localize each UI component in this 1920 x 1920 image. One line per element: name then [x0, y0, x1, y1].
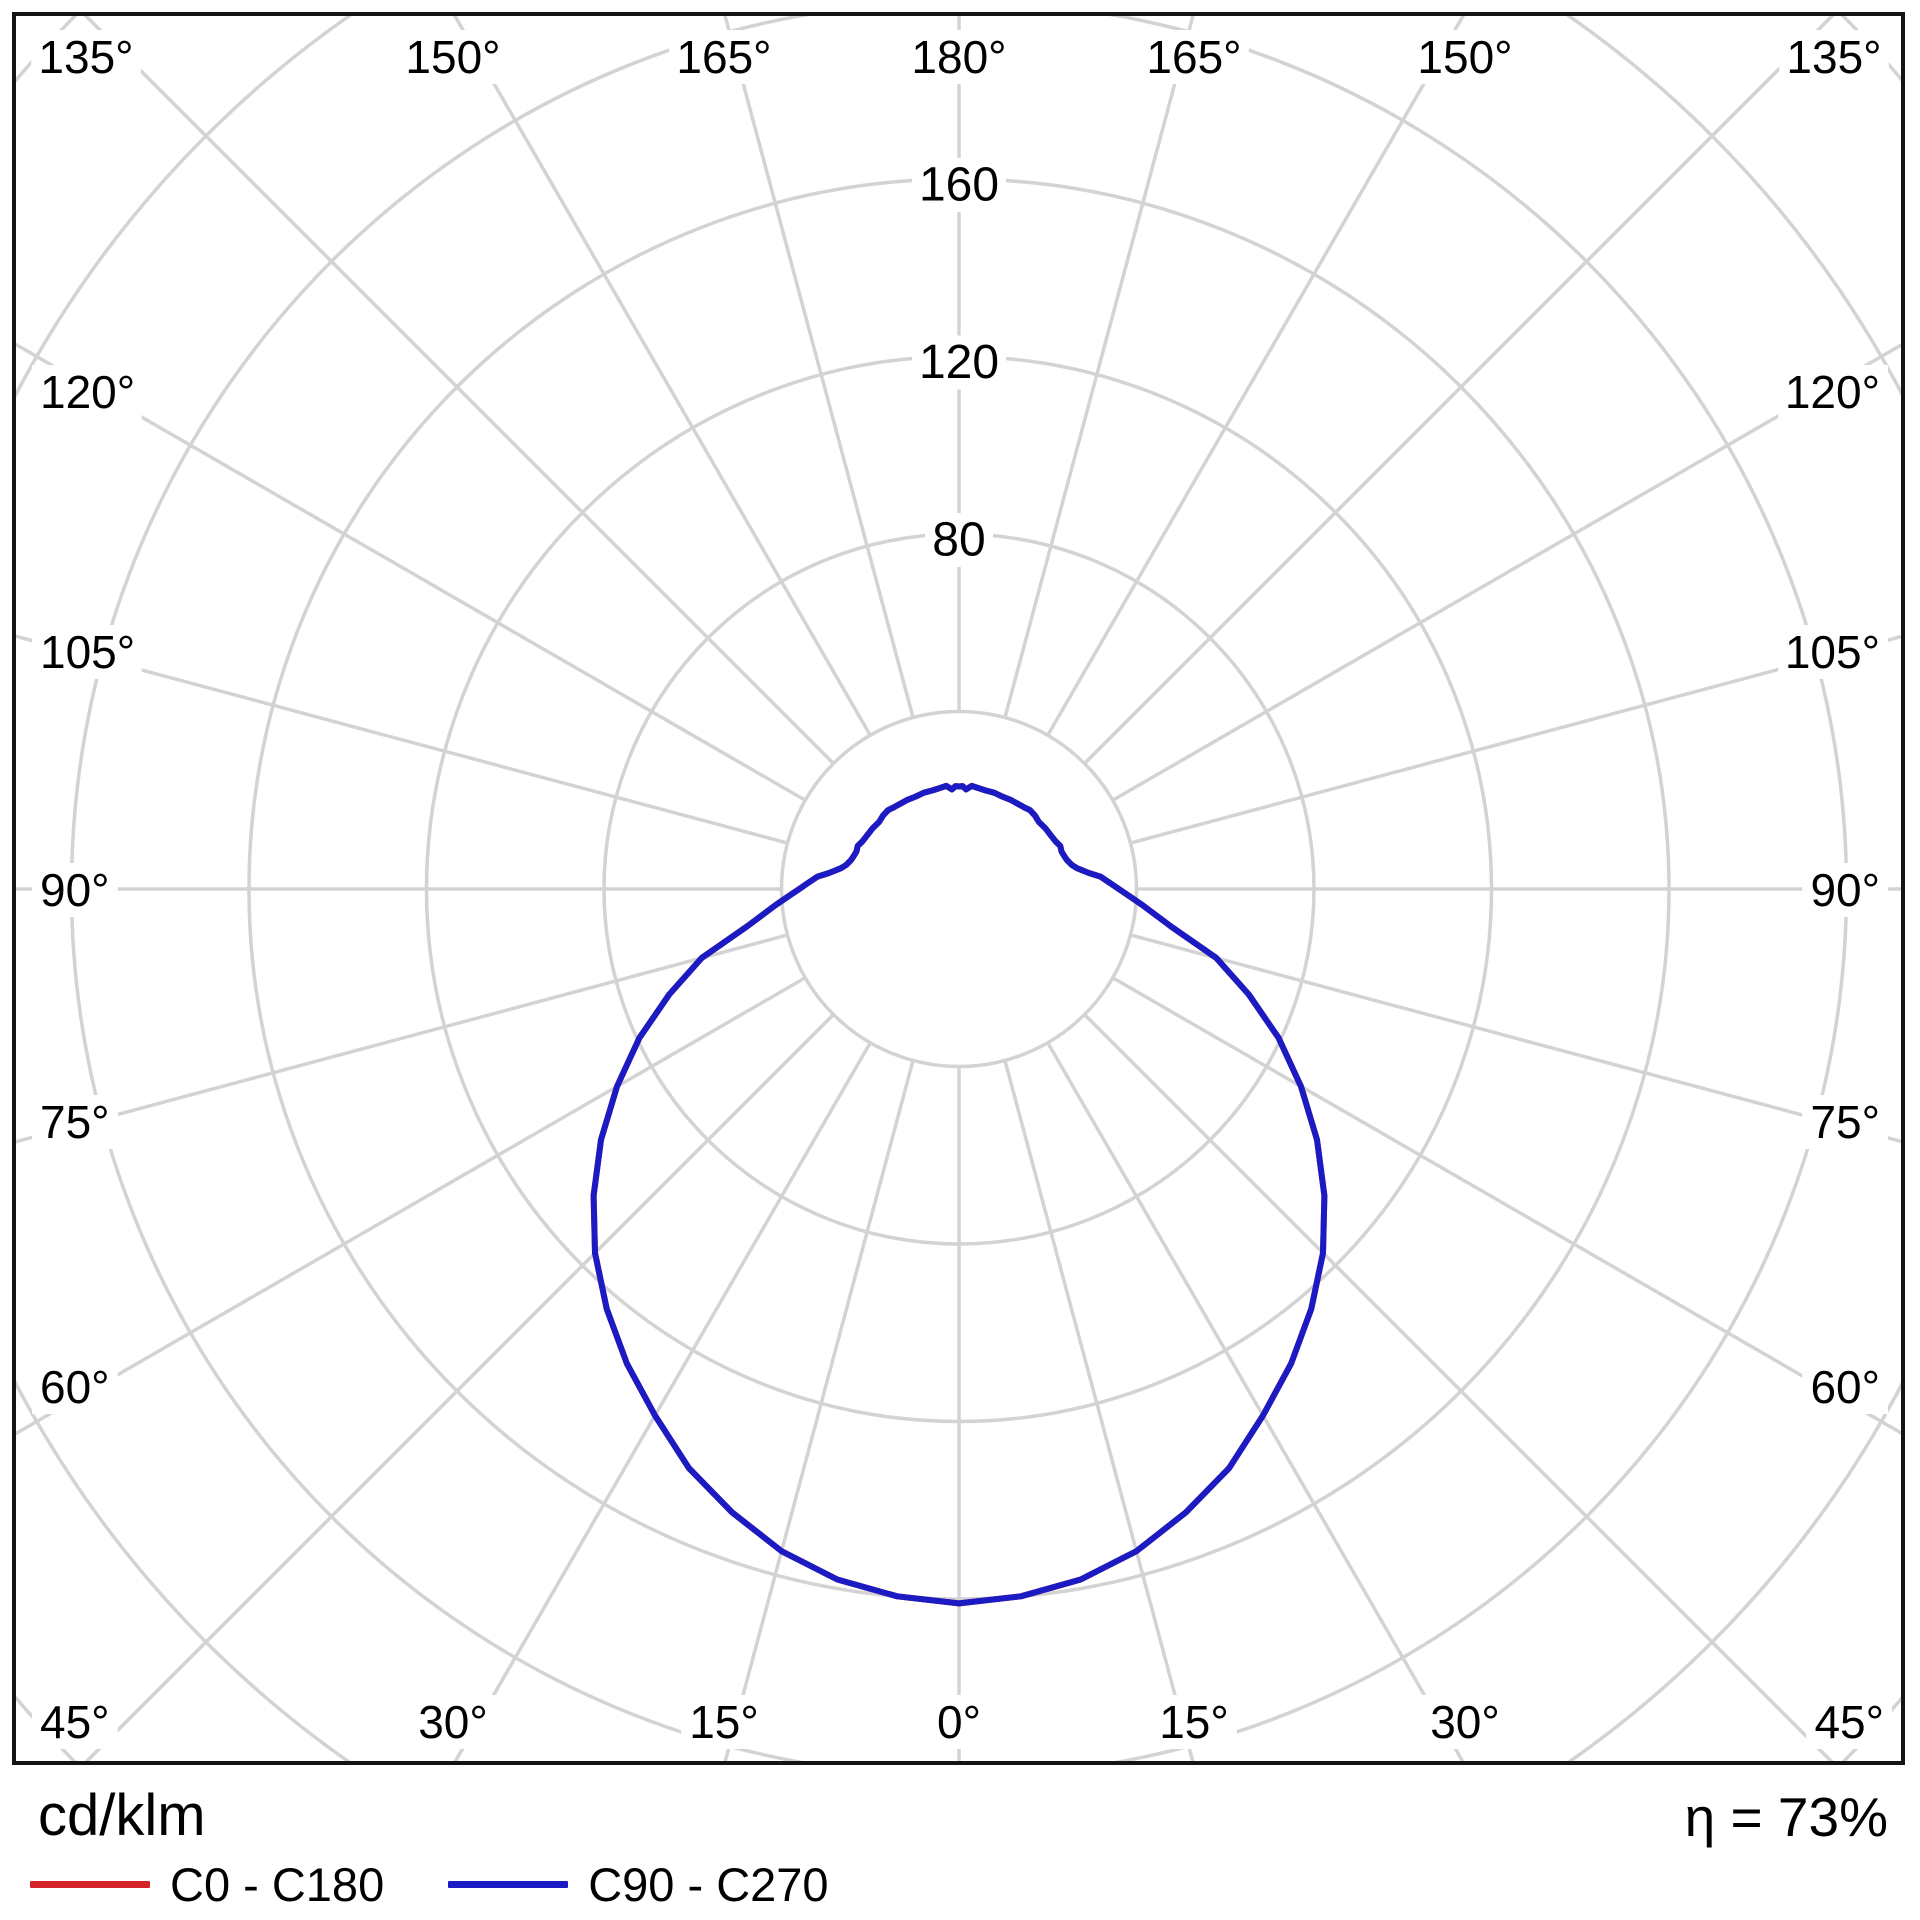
radial-label: 120 [919, 336, 999, 389]
label-pad [1778, 625, 1888, 679]
unit-label: cd/klm [38, 1783, 206, 1848]
angle-label: 135° [1786, 31, 1881, 83]
angle-label: 30° [418, 1696, 488, 1748]
angle-label: 75° [40, 1096, 110, 1148]
plot-border [12, 12, 1905, 1765]
legend: C0 - C180 C90 - C270 [30, 1856, 829, 1912]
angle-label: 15° [1159, 1696, 1229, 1748]
grid-spoke-285 [14, 933, 789, 1145]
angle-label: 120° [40, 366, 135, 418]
grid-spoke-225 [81, 14, 835, 765]
distribution-curves [590, 782, 1328, 1607]
angle-label: 90° [40, 864, 110, 916]
label-pad [669, 30, 779, 84]
label-pad [925, 513, 993, 567]
angle-label: 15° [689, 1696, 759, 1748]
label-pad [1806, 1695, 1892, 1749]
grid-spoke-150 [1046, 14, 1467, 737]
label-pad [1422, 1695, 1508, 1749]
grid-spoke-120 [1111, 341, 1903, 802]
label-pad [1802, 863, 1888, 917]
grid-spoke-135 [1083, 14, 1837, 765]
c90-c270-curve [590, 782, 1328, 1607]
label-pad [1139, 30, 1249, 84]
label-pad [32, 1360, 118, 1414]
angle-label: 105° [1785, 626, 1880, 678]
label-pad [1779, 30, 1889, 84]
label-pad [32, 625, 142, 679]
grid-spoke-240 [14, 341, 807, 802]
angle-label: 150° [405, 31, 500, 83]
angle-label: 90° [1810, 864, 1880, 916]
grid-spoke-210 [451, 14, 872, 737]
grid-spoke-45 [1083, 1013, 1836, 1763]
label-pad [410, 1695, 496, 1749]
angle-label: 45° [40, 1696, 110, 1748]
angle-label: 150° [1417, 31, 1512, 83]
angle-label: 60° [40, 1361, 110, 1413]
label-pad [398, 30, 508, 84]
legend-line-c90-c270 [448, 1880, 569, 1888]
label-pad [1410, 30, 1520, 84]
grid-spoke-315 [82, 1013, 835, 1763]
label-pad [32, 1095, 118, 1149]
label-pad [32, 365, 142, 419]
grid-spoke-330 [452, 1041, 872, 1763]
angle-label: 120° [1785, 366, 1880, 418]
label-pad [32, 863, 118, 917]
grid-spoke-75 [1129, 933, 1903, 1144]
angle-label: 165° [1146, 31, 1241, 83]
label-pad [32, 1695, 118, 1749]
label-pad [928, 1695, 990, 1749]
grid-spoke-30 [1046, 1041, 1466, 1763]
radial-label: 80 [932, 514, 985, 567]
angle-label: 105° [40, 626, 135, 678]
label-pad [912, 158, 1006, 212]
legend-label-c0-c180: C0 - C180 [170, 1857, 385, 1911]
axis-labels: 135° 150° 165° 180° 165° 150° 135° 45° 30° 15° 0° 1… [38, 31, 1884, 1748]
legend-label-c90-c270: C90 - C270 [588, 1857, 829, 1911]
angle-label: 135° [38, 31, 133, 83]
angle-label: 45° [1814, 1696, 1884, 1748]
angle-label: 75° [1810, 1096, 1880, 1148]
label-pad [912, 335, 1006, 390]
grid-spoke-255 [14, 633, 789, 845]
radial-label: 160 [919, 159, 999, 212]
label-pad [1151, 1695, 1237, 1749]
label-pad [1802, 1360, 1888, 1414]
label-pad [1778, 365, 1888, 419]
label-pad [681, 1695, 767, 1749]
label-pads [31, 30, 1892, 1749]
angle-label: 30° [1430, 1696, 1500, 1748]
label-pad [1802, 1095, 1888, 1149]
efficiency-label: η = 73% [1684, 1786, 1888, 1848]
angle-label: 0° [937, 1696, 981, 1748]
label-pad [31, 30, 141, 84]
grid-spoke-105 [1129, 634, 1903, 845]
angle-label: 60° [1810, 1361, 1880, 1413]
legend-line-c0-c180 [30, 1880, 150, 1888]
angle-label: 165° [676, 31, 771, 83]
angle-label: 180° [911, 31, 1006, 83]
label-pad [904, 30, 1014, 84]
